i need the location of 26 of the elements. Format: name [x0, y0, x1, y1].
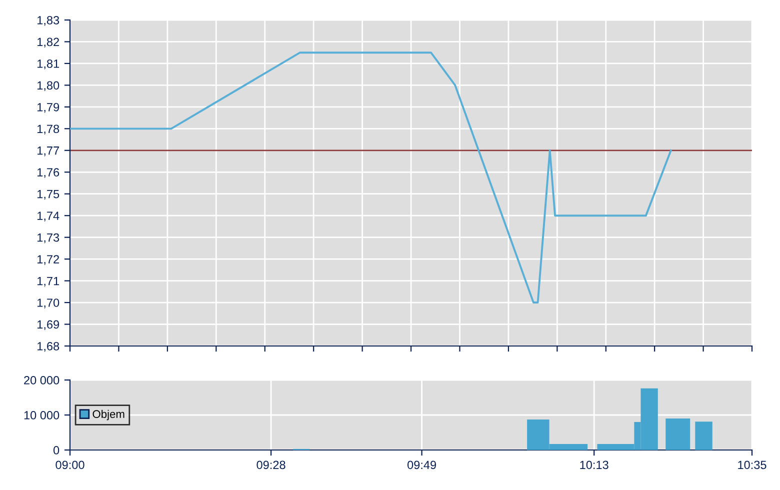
y-tick-label: 1,73	[38, 233, 60, 244]
y-tick-label: 1,78	[38, 124, 60, 134]
y-tick-label: 1,83	[38, 16, 60, 26]
x-tick-label: 09:49	[407, 460, 436, 470]
x-tick-label: 09:00	[56, 460, 84, 470]
y-tick-label: 1,81	[38, 60, 60, 70]
legend-label: Objem	[92, 410, 124, 420]
y-tick-label: 10 000	[24, 411, 60, 420]
y-tick-label: 1,69	[38, 320, 60, 330]
y-tick-label: 1,76	[38, 168, 60, 178]
y-tick-label: 1,80	[38, 81, 60, 91]
x-tick-label: 09:28	[256, 460, 286, 470]
y-tick-label: 1,68	[38, 342, 60, 352]
x-tick-label: 10:35	[738, 460, 766, 470]
y-tick-label: 1,72	[38, 255, 59, 265]
y-tick-label: 1,74	[38, 212, 60, 222]
y-tick-label: 1,79	[38, 102, 60, 113]
y-tick-label: 1,77	[38, 146, 59, 156]
x-tick-label: 10:13	[580, 460, 608, 470]
y-tick-label: 1,71	[38, 276, 60, 287]
y-tick-label: 1,75	[38, 190, 60, 200]
y-tick-label: 1,70	[38, 298, 60, 308]
y-tick-label: 20 000	[24, 376, 60, 384]
y-tick-label: 1,82	[38, 38, 59, 48]
line-series	[70, 52, 672, 304]
y-tick-label: 0	[53, 446, 60, 454]
